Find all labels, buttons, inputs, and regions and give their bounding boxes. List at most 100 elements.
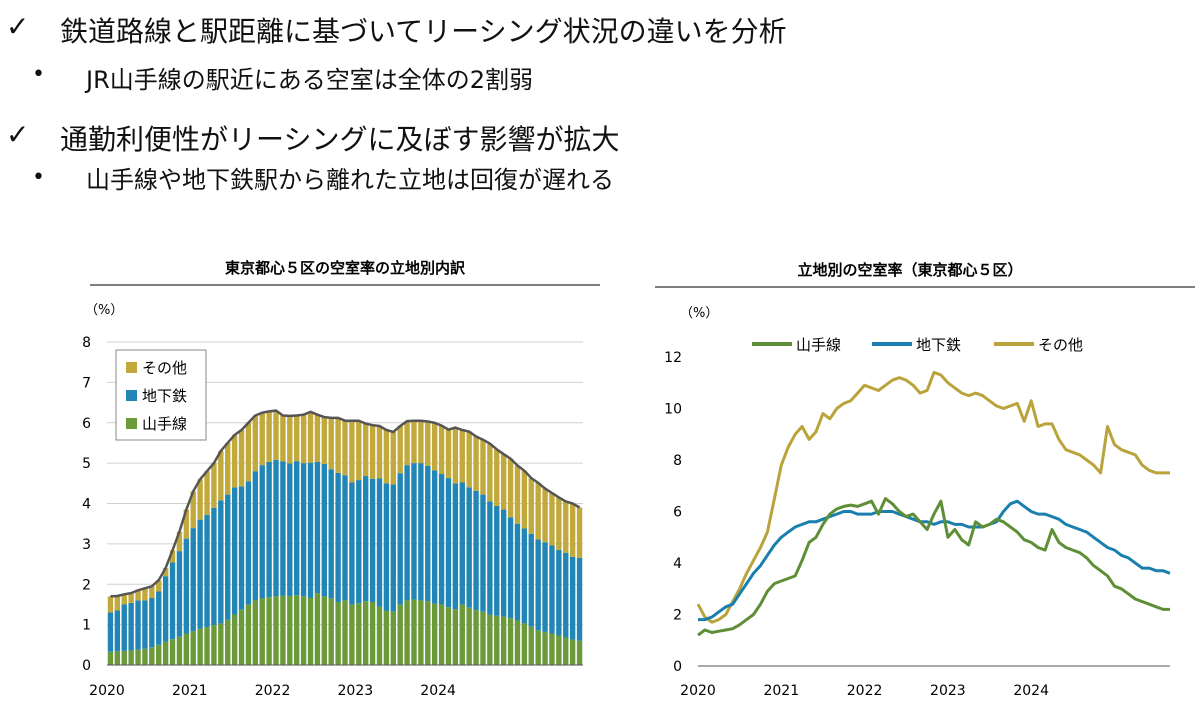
bar-segment-subway [266, 461, 272, 598]
bar-segment-subway [473, 490, 479, 611]
bar-segment-subway [569, 556, 576, 640]
y-tick-label: 7 [82, 375, 91, 391]
legend-label: 地下鉄 [916, 336, 961, 354]
y-tick-label: 8 [82, 335, 91, 351]
x-tick-label: 2024 [1013, 683, 1049, 699]
bar-segment-subway [349, 482, 355, 605]
x-tick-label: 2020 [680, 683, 716, 699]
bar-segment-other [507, 458, 514, 518]
bar-segment-other [431, 422, 438, 471]
bar-segment-yamanote [445, 607, 452, 665]
bar-segment-other [556, 497, 562, 550]
bar-segment-other [231, 434, 238, 488]
bar-segment-yamanote [149, 647, 155, 665]
bar-segment-subway [521, 528, 528, 624]
x-tick-label: 2021 [763, 683, 799, 699]
legend-label: その他 [142, 359, 187, 377]
bar-segment-subway [190, 528, 196, 632]
y-tick-label: 6 [82, 416, 91, 432]
bar-segment-subway [135, 600, 141, 650]
y-tick-label: 10 [664, 402, 682, 418]
bar-segment-other [169, 550, 176, 563]
bar-segment-yamanote [328, 598, 334, 665]
chart-title: 立地別の空室率（東京都心５区） [797, 261, 1022, 279]
bar-segment-subway [466, 487, 472, 608]
bar-segment-subway [114, 610, 121, 652]
bar-segment-subway [549, 545, 555, 634]
bar-segment-yamanote [438, 604, 445, 665]
bar-segment-subway [321, 463, 327, 597]
bar-segment-subway [445, 478, 452, 608]
bar-segment-other [273, 410, 279, 460]
bar-segment-other [342, 420, 348, 476]
y-tick-label: 12 [664, 350, 682, 366]
bar-segment-other [404, 421, 410, 466]
bar-segment-subway [563, 552, 569, 638]
bar-segment-yamanote [245, 604, 252, 665]
bar-segment-other [211, 463, 217, 508]
bar-segment-subway [314, 461, 321, 594]
bar-segment-subway [204, 514, 210, 628]
bar-segment-other [190, 491, 196, 529]
bar-segment-yamanote [231, 614, 238, 665]
bar-segment-yamanote [294, 595, 300, 665]
bar-segment-yamanote [397, 604, 403, 665]
bar-segment-other [107, 596, 114, 613]
bar-segment-yamanote [466, 607, 472, 665]
bar-segment-yamanote [404, 600, 410, 665]
bar-segment-yamanote [480, 611, 486, 665]
bar-segment-yamanote [321, 596, 327, 665]
bar-segment-other [514, 465, 521, 524]
bullet-sub-2: 山手線や地下鉄駅から離れた立地は回復が遅れる [86, 166, 614, 194]
y-tick-label: 3 [82, 537, 91, 553]
bar-segment-yamanote [266, 597, 272, 665]
bar-segment-subway [107, 612, 114, 652]
y-tick-label: 0 [82, 658, 91, 674]
bar-segment-other [280, 415, 286, 462]
bar-segment-subway [356, 480, 362, 604]
bar-segment-other [438, 425, 445, 475]
legend-swatch [126, 390, 137, 401]
bar-segment-subway [335, 472, 341, 603]
bar-segment-subway [294, 461, 300, 596]
bar-segment-yamanote [204, 627, 210, 665]
bar-segment-other [480, 439, 486, 495]
bar-segment-other [128, 593, 134, 603]
bar-segment-other [383, 430, 390, 484]
bar-segment-subway [280, 461, 286, 596]
bar-segment-subway [121, 604, 127, 651]
bar-segment-subway [245, 481, 252, 605]
bar-segment-subway [494, 505, 500, 616]
y-tick-label: 4 [82, 497, 91, 513]
bar-segment-subway [459, 482, 465, 605]
bar-segment-other [176, 531, 183, 552]
bar-segment-yamanote [500, 616, 507, 665]
chart-title: 東京都心５区の空室率の立地別内訳 [225, 259, 466, 277]
bar-segment-subway [576, 558, 583, 641]
bar-segment-yamanote [514, 620, 521, 665]
y-tick-label: 2 [82, 577, 91, 593]
bar-segment-yamanote [280, 595, 286, 665]
bar-segment-subway [431, 470, 438, 604]
bar-segment-subway [142, 600, 148, 649]
bar-segment-subway [259, 465, 265, 599]
bar-segment-subway [390, 484, 396, 612]
bar-segment-yamanote [259, 598, 265, 665]
bar-segment-subway [514, 523, 521, 621]
bar-segment-yamanote [314, 593, 321, 665]
bar-segment-yamanote [418, 600, 424, 665]
check-icon: ✓ [6, 118, 30, 151]
bar-segment-other [328, 417, 334, 470]
bar-segment-subway [397, 473, 403, 605]
series-line-other [696, 370, 1170, 624]
bar-segment-other [225, 442, 231, 495]
bar-segment-subway [225, 494, 231, 620]
bar-segment-subway [528, 533, 534, 627]
bar-segment-other [204, 471, 210, 515]
bar-segment-other [245, 422, 252, 482]
bar-segment-subway [438, 474, 445, 605]
bar-segment-other [569, 503, 576, 557]
bar-segment-other [335, 417, 341, 473]
bar-segment-yamanote [376, 606, 383, 665]
